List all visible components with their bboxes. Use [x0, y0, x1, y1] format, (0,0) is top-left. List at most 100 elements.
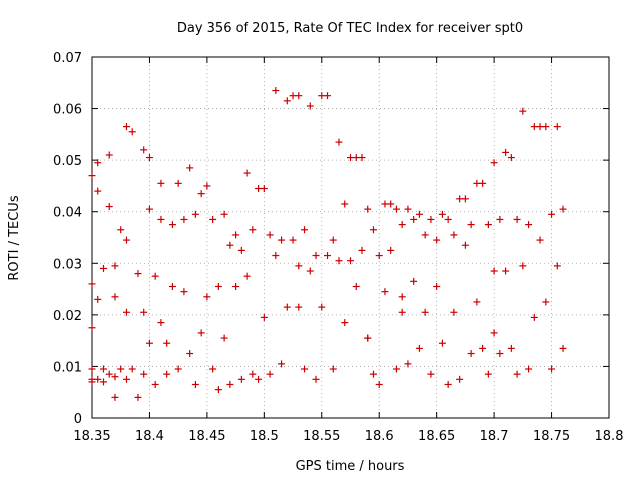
- data-point: [220, 334, 228, 342]
- data-point: [335, 257, 343, 265]
- data-point: [122, 308, 130, 316]
- x-tick-label: 18.5: [250, 429, 279, 444]
- data-points: [88, 87, 567, 401]
- data-point: [94, 187, 102, 195]
- data-point: [433, 236, 441, 244]
- data-point: [392, 205, 400, 213]
- data-point: [283, 97, 291, 105]
- data-point: [295, 92, 303, 100]
- data-point: [542, 298, 550, 306]
- data-point: [134, 393, 142, 401]
- data-point: [105, 370, 113, 378]
- data-point: [352, 282, 360, 290]
- data-point: [490, 329, 498, 337]
- data-point: [318, 303, 326, 311]
- x-tick-label: 18.75: [533, 429, 570, 444]
- data-point: [507, 154, 515, 162]
- y-tick-label: 0: [74, 412, 82, 427]
- data-point: [197, 329, 205, 337]
- data-point: [99, 378, 107, 386]
- data-point: [94, 375, 102, 383]
- data-point: [329, 236, 337, 244]
- data-point: [375, 252, 383, 260]
- data-point: [306, 267, 314, 275]
- data-point: [117, 226, 125, 234]
- data-point: [438, 210, 446, 218]
- data-point: [105, 151, 113, 159]
- data-point: [88, 172, 96, 180]
- data-point: [381, 288, 389, 296]
- x-tick-label: 18.35: [73, 429, 110, 444]
- data-point: [301, 365, 309, 373]
- data-point: [461, 241, 469, 249]
- data-point: [140, 308, 148, 316]
- y-tick-label: 0.01: [53, 360, 82, 375]
- axis-ticks: [91, 56, 610, 419]
- data-point: [490, 267, 498, 275]
- data-point: [484, 370, 492, 378]
- data-point: [369, 226, 377, 234]
- y-tick-label: 0.07: [53, 51, 82, 66]
- data-point: [502, 148, 510, 156]
- data-point: [186, 164, 194, 172]
- data-point: [214, 282, 222, 290]
- data-point: [174, 365, 182, 373]
- data-point: [191, 210, 199, 218]
- data-point: [410, 215, 418, 223]
- data-point: [513, 215, 521, 223]
- data-point: [157, 319, 165, 327]
- data-point: [341, 200, 349, 208]
- data-point: [117, 365, 125, 373]
- grid-lines: [92, 57, 609, 418]
- data-point: [479, 344, 487, 352]
- y-tick-label: 0.04: [53, 206, 82, 221]
- data-point: [157, 179, 165, 187]
- data-point: [278, 236, 286, 244]
- data-point: [519, 262, 527, 270]
- x-tick-label: 18.65: [418, 429, 455, 444]
- data-point: [180, 288, 188, 296]
- data-point: [232, 282, 240, 290]
- data-point: [553, 123, 561, 131]
- data-point: [312, 375, 320, 383]
- data-point: [237, 375, 245, 383]
- data-point: [289, 236, 297, 244]
- data-point: [168, 282, 176, 290]
- data-point: [151, 380, 159, 388]
- data-point: [220, 210, 228, 218]
- data-point: [553, 262, 561, 270]
- data-point: [163, 370, 171, 378]
- data-point: [306, 102, 314, 110]
- data-point: [214, 386, 222, 394]
- data-point: [209, 215, 217, 223]
- x-tick-label: 18.4: [135, 429, 164, 444]
- data-point: [174, 179, 182, 187]
- data-point: [358, 154, 366, 162]
- data-point: [364, 334, 372, 342]
- data-point: [496, 350, 504, 358]
- data-point: [140, 146, 148, 154]
- data-point: [398, 221, 406, 229]
- data-point: [278, 360, 286, 368]
- data-point: [347, 257, 354, 265]
- data-point: [260, 185, 268, 193]
- data-point: [203, 293, 211, 301]
- data-point: [249, 226, 257, 234]
- y-tick-label: 0.05: [53, 154, 82, 169]
- data-point: [473, 298, 481, 306]
- data-point: [122, 236, 130, 244]
- data-point: [111, 393, 119, 401]
- data-point: [186, 350, 194, 358]
- x-axis-label: GPS time / hours: [296, 459, 405, 474]
- data-point: [266, 231, 274, 239]
- data-point: [243, 169, 251, 177]
- data-point: [88, 324, 96, 332]
- data-point: [421, 231, 429, 239]
- data-point: [438, 339, 446, 347]
- data-point: [163, 339, 171, 347]
- data-point: [548, 210, 556, 218]
- data-point: [134, 270, 142, 278]
- data-point: [559, 205, 567, 213]
- x-tick-labels: 18.35 18.4 18.45 18.5 18.55 18.6 18.65 18.7 18.7…: [73, 429, 623, 444]
